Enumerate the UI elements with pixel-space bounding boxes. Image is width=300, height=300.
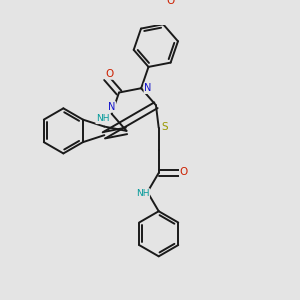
Text: NH: NH	[136, 189, 149, 198]
Text: S: S	[161, 122, 168, 132]
Text: NH: NH	[96, 114, 110, 123]
Text: O: O	[106, 69, 114, 79]
Text: O: O	[167, 0, 175, 6]
Text: N: N	[144, 83, 152, 93]
Text: O: O	[180, 167, 188, 176]
Text: N: N	[108, 102, 116, 112]
